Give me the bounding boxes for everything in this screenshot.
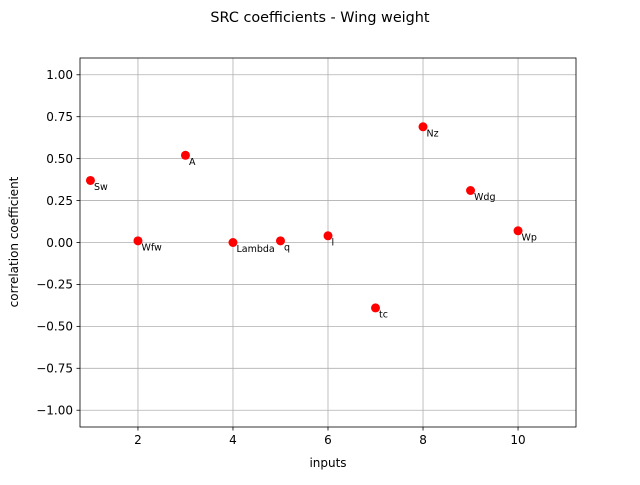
y-tick-label: −1.00 (36, 404, 73, 418)
data-point-l (323, 231, 333, 241)
x-tick-label: 8 (419, 433, 427, 447)
y-tick-label: 0.75 (46, 110, 73, 124)
data-point-a (180, 150, 190, 160)
point-label-lambda: Lambda (236, 244, 274, 255)
point-label-tc: tc (379, 309, 388, 320)
data-point-tc (371, 303, 381, 313)
point-label-sw: Sw (94, 182, 108, 193)
axis-ticks: 2 4 6 8 10 1.00 0.75 0.50 0.25 0.00 −0.25 −0.50 −0.7… (36, 68, 525, 447)
x-axis-label: inputs (309, 456, 346, 470)
y-tick-label: 0.50 (46, 152, 73, 166)
x-tick-label: 4 (229, 433, 237, 447)
data-point-nz (418, 122, 428, 132)
point-label-a: A (189, 157, 196, 168)
data-point-wdg (466, 186, 476, 196)
point-label-l: l (332, 237, 335, 248)
data-point-q (275, 236, 285, 246)
point-label-q: q (284, 242, 290, 253)
x-tick-label: 2 (134, 433, 142, 447)
grid-lines (80, 58, 576, 427)
data-point-sw (85, 175, 95, 185)
x-tick-label: 10 (510, 433, 525, 447)
data-point-wfw (133, 236, 143, 246)
plot-frame (79, 57, 577, 428)
y-tick-label: 1.00 (46, 68, 73, 82)
data-point-lambda (228, 238, 238, 247)
y-tick-label: 0.25 (46, 194, 73, 208)
point-label-wfw: Wfw (141, 242, 162, 253)
y-tick-label: 0.00 (46, 236, 73, 250)
point-label-wdg: Wdg (474, 192, 495, 203)
point-label-wp: Wp (522, 232, 537, 243)
point-label-nz: Nz (427, 128, 439, 139)
data-point-wp (513, 226, 523, 236)
y-axis-label: correlation coefficient (7, 176, 21, 307)
x-tick-label: 6 (324, 433, 332, 447)
y-tick-label: −0.75 (36, 362, 73, 376)
y-tick-label: −0.50 (36, 320, 73, 334)
data-points: Sw Wfw A Lambda q l tc Nz Wdg Wp (85, 122, 537, 320)
chart-title: SRC coefficients - Wing weight (210, 10, 430, 26)
y-tick-label: −0.25 (36, 278, 73, 292)
